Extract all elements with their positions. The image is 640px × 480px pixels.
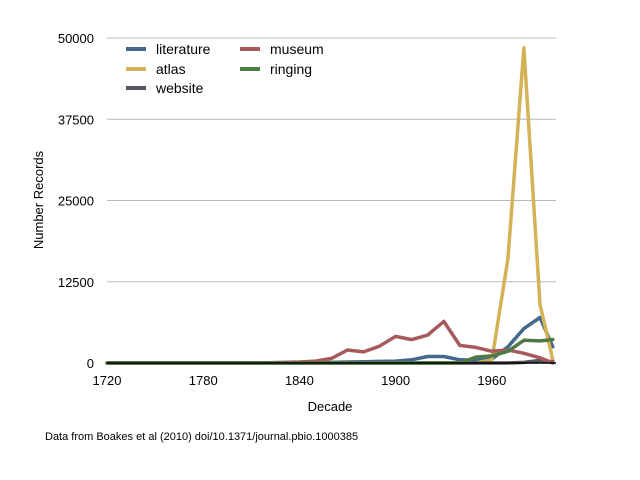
x-tick-label: 1840 <box>285 373 314 388</box>
y-tick-label: 25000 <box>58 194 94 209</box>
x-tick-label: 1780 <box>189 373 218 388</box>
y-tick-label: 0 <box>87 356 94 371</box>
x-tick-label: 1900 <box>381 373 410 388</box>
legend-label-museum: museum <box>270 41 324 57</box>
y-tick-label: 37500 <box>58 112 94 127</box>
legend-label-literature: literature <box>156 41 211 57</box>
y-tick-label: 50000 <box>58 31 94 46</box>
y-tick-labels: 0 12500 25000 37500 50000 <box>58 31 94 371</box>
x-tick-label: 1960 <box>477 373 506 388</box>
legend-label-ringing: ringing <box>270 61 312 77</box>
legend-label-website: website <box>155 80 204 96</box>
grid <box>107 37 556 283</box>
x-tick-labels: 1720 1780 1840 1900 1960 <box>93 373 507 388</box>
source-caption: Data from Boakes et al (2010) doi/10.137… <box>45 431 359 443</box>
legend-label-atlas: atlas <box>156 61 186 77</box>
legend: literature atlas website museum ringing <box>126 41 324 96</box>
x-tick-label: 1720 <box>93 373 122 388</box>
x-axis-title: Decade <box>308 399 353 414</box>
y-tick-label: 12500 <box>58 275 94 290</box>
y-axis-title: Number Records <box>31 150 46 249</box>
